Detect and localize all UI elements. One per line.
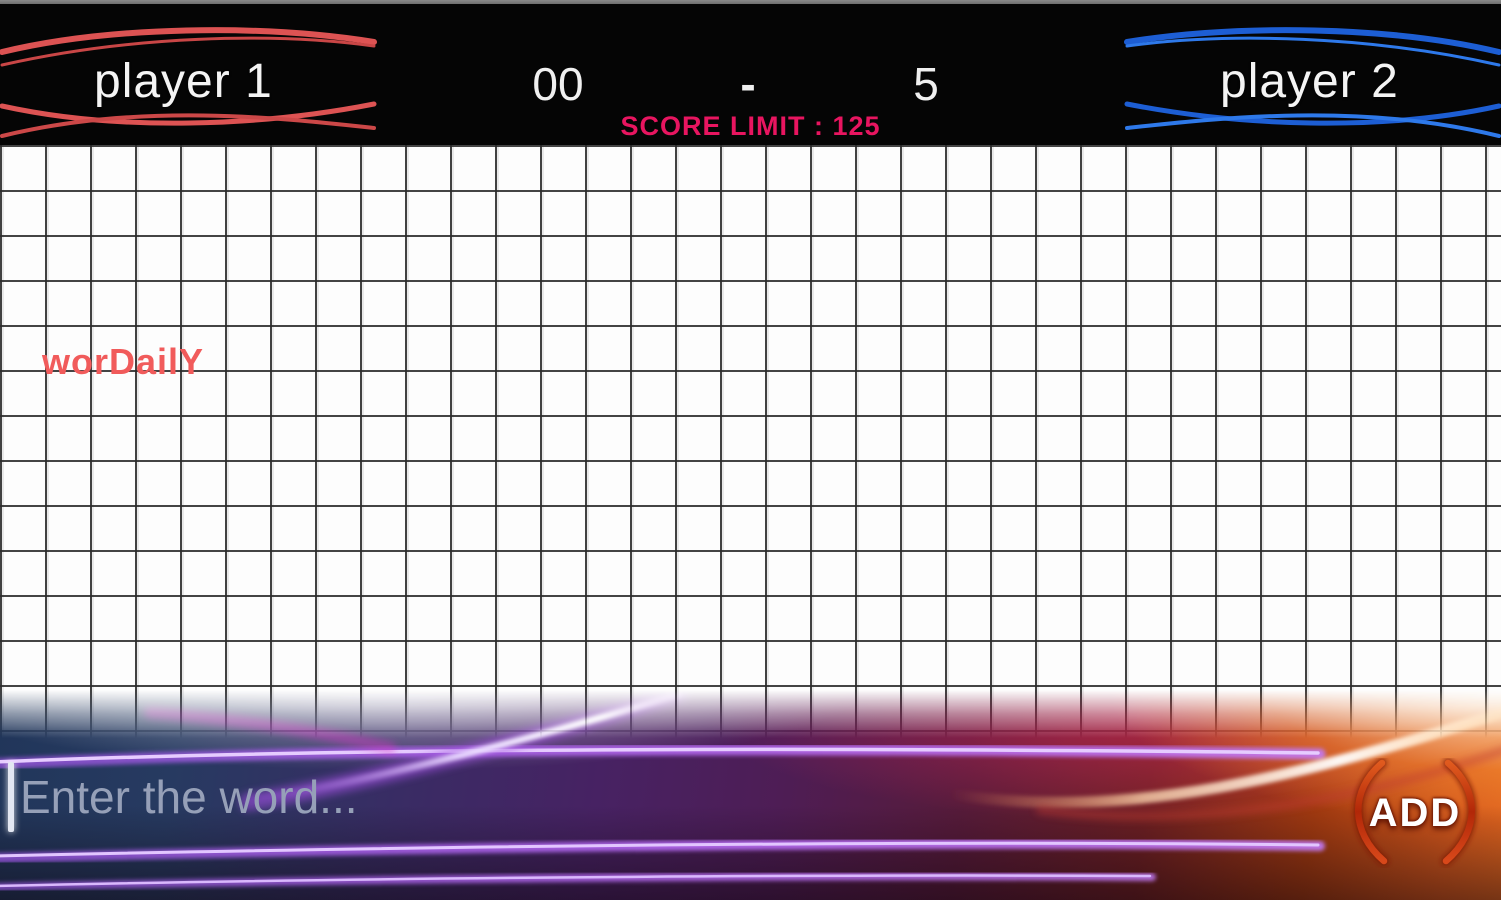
add-button-label: ADD	[1368, 790, 1462, 835]
player1-name: player 1	[94, 55, 273, 108]
player2-swoosh-icon	[1124, 27, 1501, 138]
player1-swoosh-icon	[0, 27, 377, 138]
board-watermark: worDailY	[42, 341, 205, 382]
score-limit-label: SCORE LIMIT : 125	[620, 111, 881, 141]
status-strip	[0, 0, 1501, 4]
word-input-bar: ADD	[0, 690, 1501, 900]
player2-score: 5	[913, 58, 939, 110]
player2-name: player 2	[1220, 55, 1399, 108]
player1-score: 00	[532, 58, 584, 110]
add-button-brackets-icon	[1353, 758, 1477, 866]
add-word-button[interactable]: ADD	[1342, 758, 1488, 868]
text-cursor	[8, 762, 14, 832]
word-input[interactable]	[20, 752, 1300, 842]
score-header: player 1 00 - 5 SCORE LIMIT : 125 player…	[0, 4, 1501, 145]
score-separator: -	[740, 58, 756, 110]
